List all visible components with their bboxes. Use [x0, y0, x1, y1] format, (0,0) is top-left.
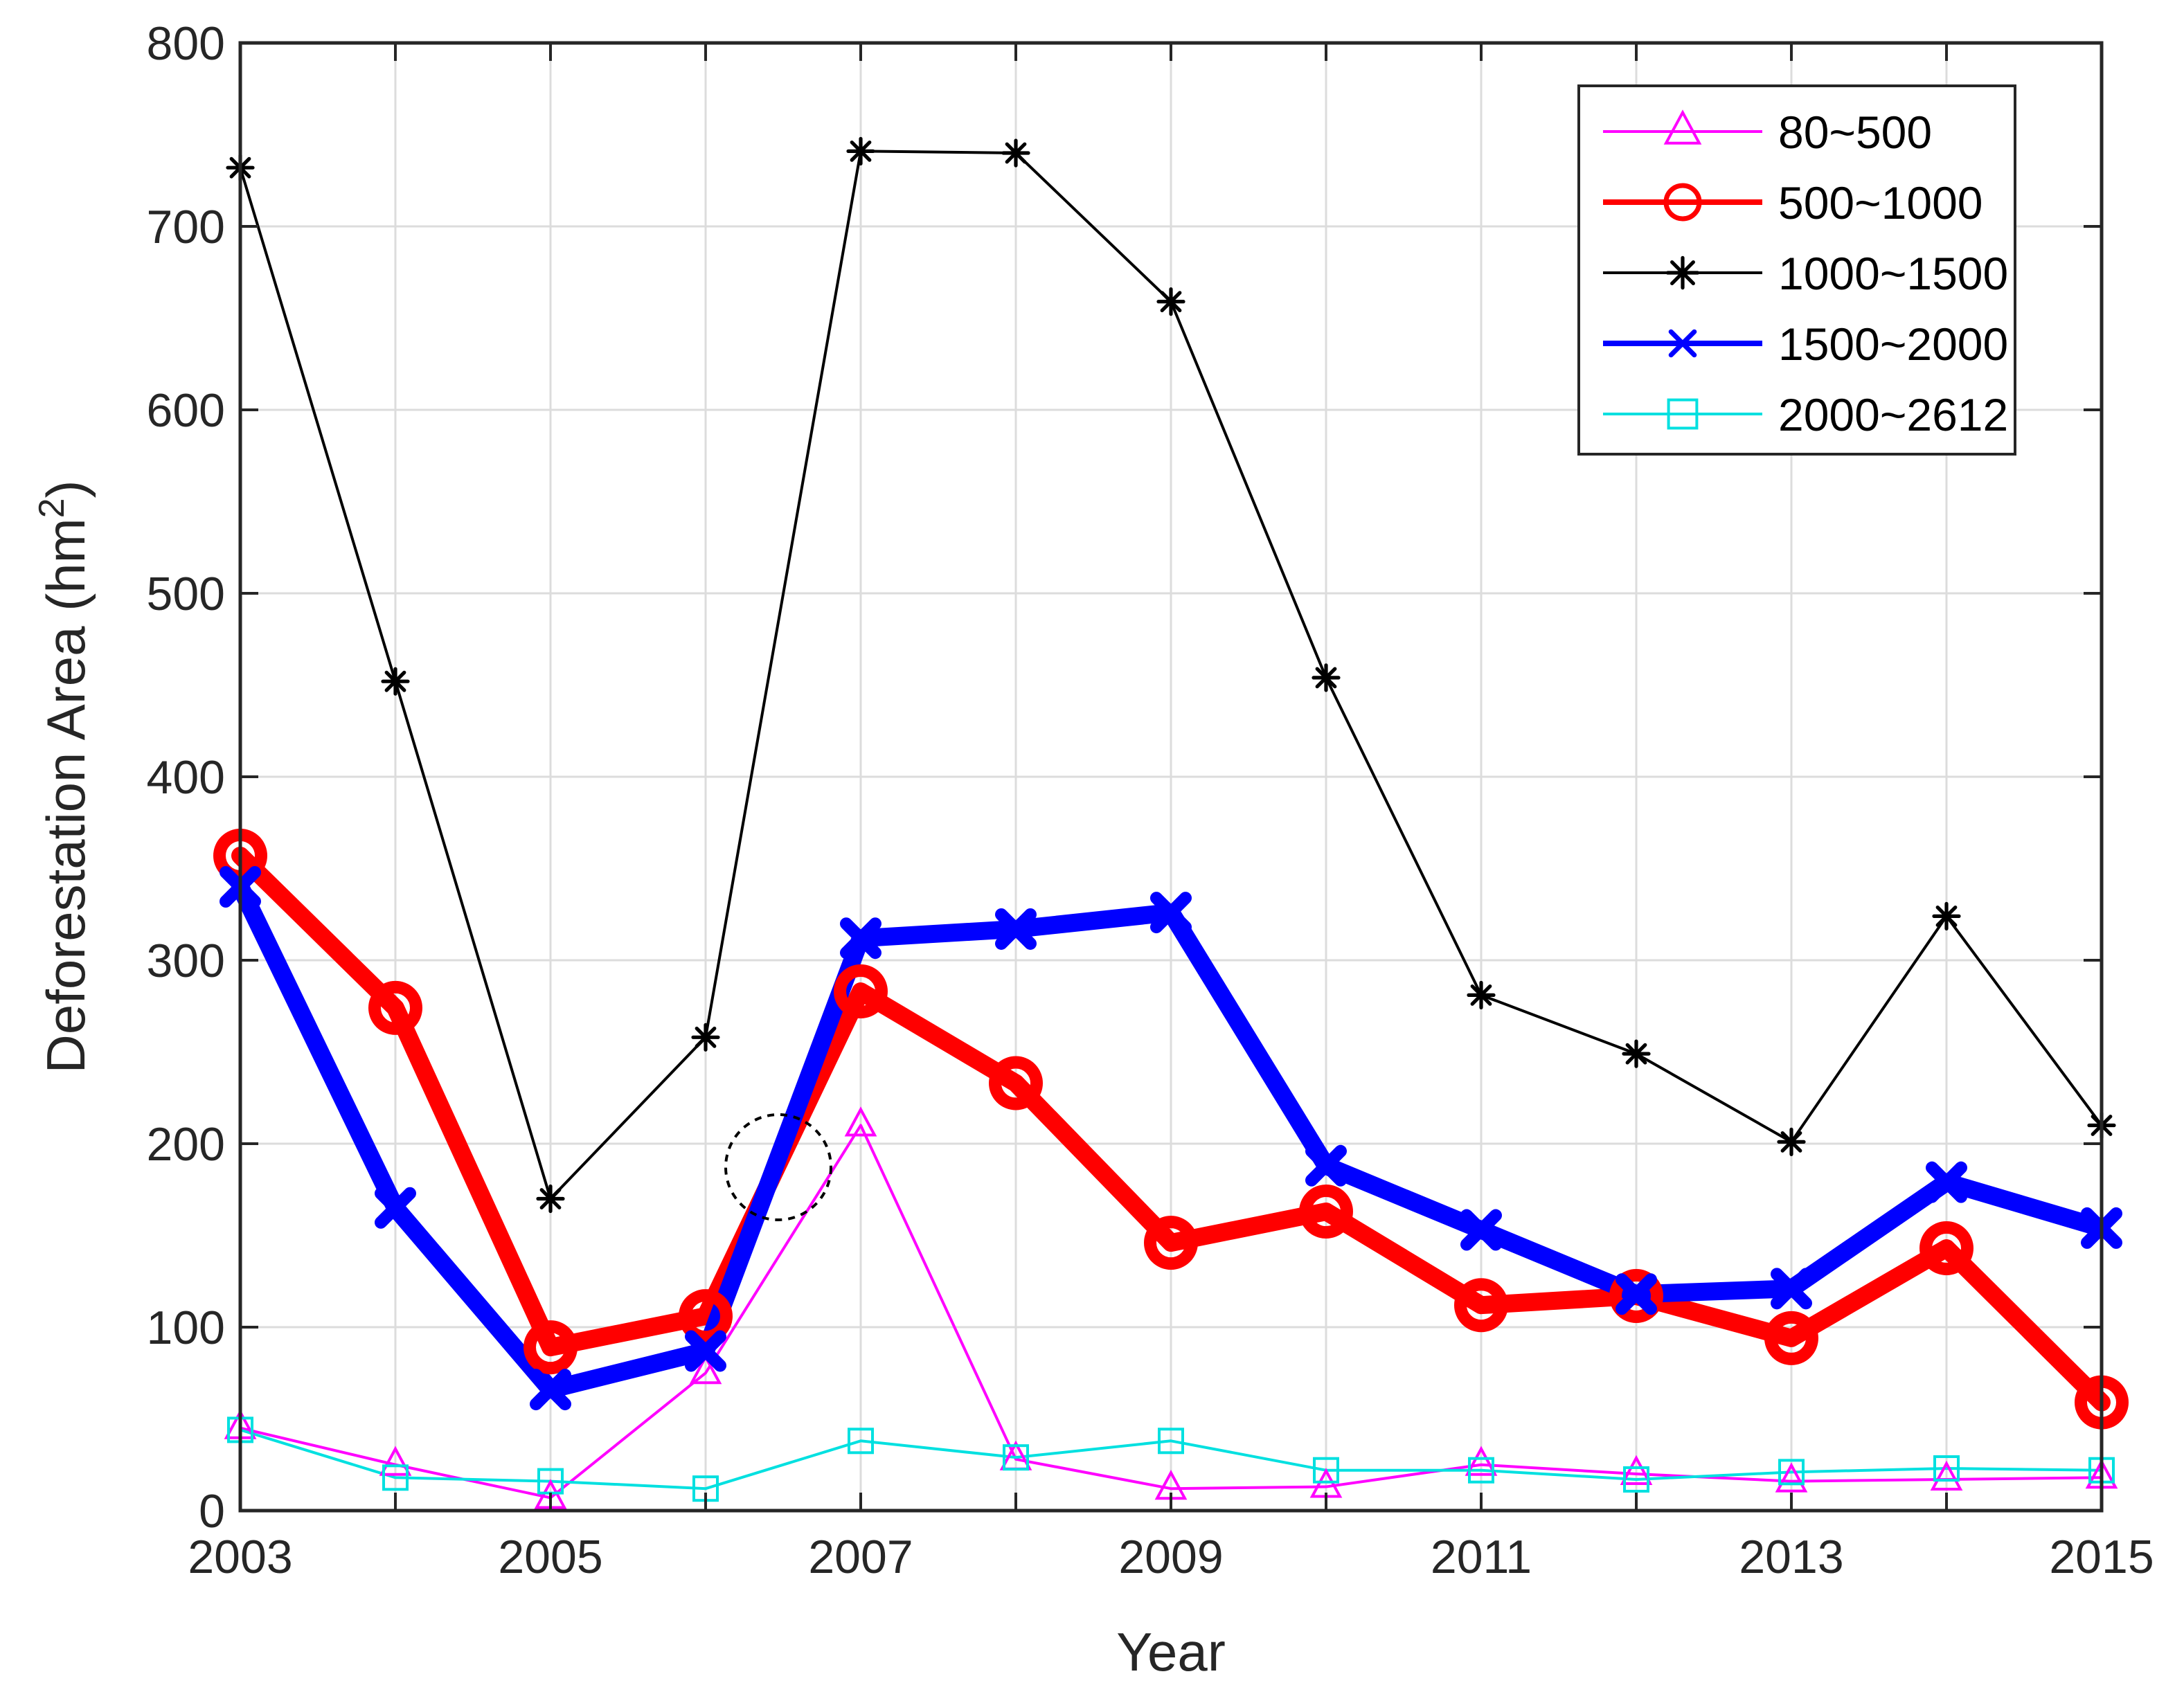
data-point-1000-1500-2013 [1777, 1127, 1806, 1156]
x-tick-label: 2005 [498, 1531, 602, 1583]
data-point-1500-2000-2014 [1926, 1161, 1967, 1203]
y-axis-label-close: ) [35, 480, 96, 498]
data-point-80-500-2012 [1620, 1455, 1653, 1485]
y-tick-label: 500 [147, 568, 225, 620]
data-point-1000-1500-2009 [1156, 287, 1185, 316]
data-point-500-1000-2008 [989, 1056, 1043, 1110]
data-point-1500-2000-2009 [1150, 892, 1192, 934]
y-axis-label-superscript: 2 [32, 498, 72, 519]
legend-item-1500-2000: 1500~2000 [1603, 318, 2008, 370]
legend-item-1000-1500: 1000~1500 [1603, 248, 2008, 299]
x-tick-labels: 2003 2005 2007 2009 2011 2013 2015 [188, 1531, 2154, 1583]
legend-label: 1000~1500 [1778, 248, 2008, 299]
x-tick-label: 2011 [1431, 1531, 1532, 1583]
y-tick-label: 600 [147, 384, 225, 437]
y-tick-label: 100 [147, 1302, 225, 1354]
legend-label: 1500~2000 [1778, 318, 2008, 370]
data-point-2000-2612-2010 [1313, 1457, 1339, 1484]
data-point-1000-1500-2011 [1467, 980, 1496, 1009]
data-point-1500-2000-2007 [840, 917, 881, 960]
legend-item-2000-2612: 2000~2612 [1603, 389, 2008, 440]
legend-box [1577, 84, 2016, 456]
data-point-500-1000-2010 [1299, 1185, 1353, 1239]
data-point-1500-2000-2005 [530, 1369, 571, 1411]
data-point-1000-1500-2008 [1001, 138, 1030, 168]
y-tick-labels: 0 100 200 300 400 500 600 700 800 [147, 17, 225, 1538]
data-point-2000-2612-2007 [848, 1428, 874, 1455]
y-tick-label: 200 [147, 1118, 225, 1171]
data-point-500-1000-2009 [1144, 1216, 1198, 1270]
y-axis-label: Deforestation Area (hm2) [32, 480, 96, 1074]
data-point-2000-2612-2008 [1003, 1444, 1029, 1471]
axis-ticks [239, 42, 2103, 1512]
data-point-2000-2612-2009 [1158, 1428, 1184, 1455]
data-point-1000-1500-2007 [846, 136, 875, 165]
data-point-80-500-2006 [689, 1354, 722, 1385]
data-point-2000-2612-2004 [382, 1464, 409, 1491]
x-tick-label: 2013 [1739, 1531, 1843, 1583]
data-point-500-1000-2012 [1609, 1268, 1663, 1323]
series-markers [213, 136, 2129, 1509]
data-point-80-500-2004 [379, 1446, 412, 1476]
legend-label: 80~500 [1778, 107, 1932, 158]
legend-marker-500-1000 [1663, 183, 1702, 222]
data-point-1500-2000-2013 [1771, 1268, 1812, 1310]
series-line-500-1000 [231, 846, 2111, 1412]
data-point-80-500-2013 [1775, 1462, 1808, 1493]
data-point-500-1000-2006 [679, 1289, 733, 1344]
y-axis-label-main: Deforestation Area (hm [35, 518, 96, 1073]
legend-marker-1500-2000 [1668, 329, 1697, 358]
data-point-1000-1500-2004 [381, 667, 410, 696]
y-tick-label: 400 [147, 751, 225, 804]
legend-item-500-1000: 500~1000 [1603, 177, 1983, 228]
data-point-2000-2612-2011 [1468, 1457, 1494, 1484]
data-point-500-1000-2007 [834, 964, 888, 1019]
y-tick-label: 300 [147, 935, 225, 987]
dashed-annotation-circle [724, 1113, 832, 1221]
legend-item-80-500: 80~500 [1603, 107, 1932, 158]
data-point-1000-1500-2012 [1622, 1039, 1651, 1068]
legend-marker-80-500 [1663, 109, 1702, 145]
legend-label: 2000~2612 [1778, 389, 2008, 440]
data-point-80-500-2011 [1465, 1446, 1498, 1476]
data-point-1500-2000-2012 [1615, 1273, 1657, 1315]
data-point-500-1000-2005 [523, 1320, 578, 1375]
x-tick-label: 2003 [188, 1531, 292, 1583]
legend: 80~500 500~1000 1000~1500 1500~2000 2000~261… [1577, 84, 2016, 456]
y-tick-label: 800 [147, 17, 225, 70]
data-point-1500-2000-2010 [1305, 1144, 1347, 1187]
legend-marker-1000-1500 [1665, 255, 1700, 290]
data-point-80-500-2007 [844, 1106, 877, 1137]
data-point-500-1000-2004 [368, 980, 422, 1035]
x-tick-label: 2007 [808, 1531, 913, 1583]
data-point-500-1000-2011 [1454, 1278, 1508, 1333]
y-tick-label: 0 [199, 1485, 225, 1538]
data-point-2000-2612-2014 [1933, 1455, 1960, 1482]
data-point-2000-2612-2012 [1623, 1466, 1649, 1493]
data-point-500-1000-2014 [1919, 1221, 1973, 1276]
data-point-1500-2000-2011 [1460, 1209, 1502, 1251]
data-point-1000-1500-2005 [536, 1184, 565, 1214]
data-point-80-500-2014 [1930, 1460, 1963, 1491]
x-tick-label: 2015 [2049, 1531, 2154, 1583]
x-tick-label: 2009 [1118, 1531, 1223, 1583]
data-point-1500-2000-2006 [685, 1330, 726, 1372]
data-point-2000-2612-2013 [1778, 1459, 1805, 1486]
y-tick-label: 700 [147, 201, 225, 253]
data-point-1500-2000-2004 [375, 1187, 416, 1229]
series-points-500-1000 [213, 828, 2129, 1430]
data-point-1000-1500-2010 [1312, 663, 1341, 692]
data-point-1000-1500-2014 [1932, 901, 1961, 930]
data-point-1500-2000-2008 [995, 908, 1037, 950]
legend-marker-2000-2612 [1667, 398, 1699, 430]
legend-label: 500~1000 [1778, 177, 1983, 228]
x-axis-label: Year [1116, 1621, 1226, 1682]
data-point-500-1000-2013 [1764, 1311, 1818, 1365]
data-point-1000-1500-2006 [691, 1023, 720, 1052]
